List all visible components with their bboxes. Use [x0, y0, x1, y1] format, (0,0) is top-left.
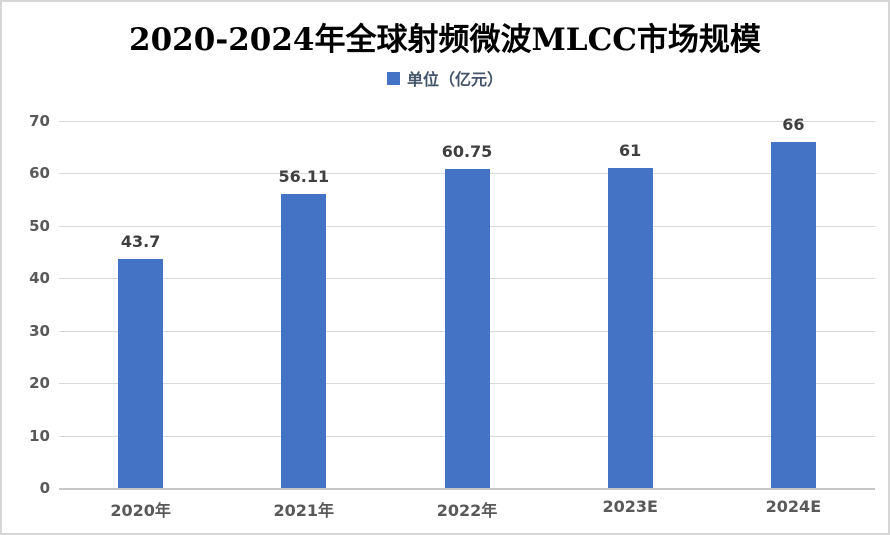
- chart-title: 2020-2024年全球射频微波MLCC市场规模: [129, 22, 761, 58]
- legend-marker-icon: [386, 71, 400, 85]
- y-tick-label: 60: [29, 164, 50, 183]
- x-category-label: 2022年: [436, 501, 498, 520]
- bar-2020年: [118, 258, 164, 488]
- x-category-label: 2024E: [765, 497, 822, 516]
- y-tick-label: 30: [29, 321, 50, 340]
- x-axis-line: [59, 488, 875, 490]
- y-tick-label: 70: [29, 112, 50, 130]
- bar-2023E: [607, 168, 653, 488]
- bar-2022年: [444, 169, 490, 488]
- x-category-label: 2021年: [273, 501, 335, 520]
- y-tick-label: 0: [39, 479, 50, 497]
- y-tick-label: 10: [29, 426, 50, 445]
- bar-2021年: [281, 193, 327, 488]
- y-tick-label: 40: [29, 269, 50, 288]
- data-label: 66: [782, 114, 805, 134]
- x-category-label: 2020年: [110, 501, 171, 520]
- legend-label: 单位（亿元）: [406, 70, 503, 89]
- data-label: 56.11: [278, 166, 330, 186]
- plot-area: 43.7 56.11 60.75 61 66: [59, 115, 875, 490]
- x-category-label: 2023E: [602, 497, 658, 516]
- y-tick-label: 20: [29, 374, 50, 393]
- data-label: 61: [619, 141, 642, 161]
- legend: 单位（亿元）: [2, 66, 888, 90]
- data-label: 60.75: [441, 142, 493, 162]
- bar-2024E: [770, 141, 816, 488]
- data-label: 43.7: [120, 231, 161, 251]
- y-tick-label: 50: [29, 216, 50, 235]
- gridline: [59, 121, 875, 122]
